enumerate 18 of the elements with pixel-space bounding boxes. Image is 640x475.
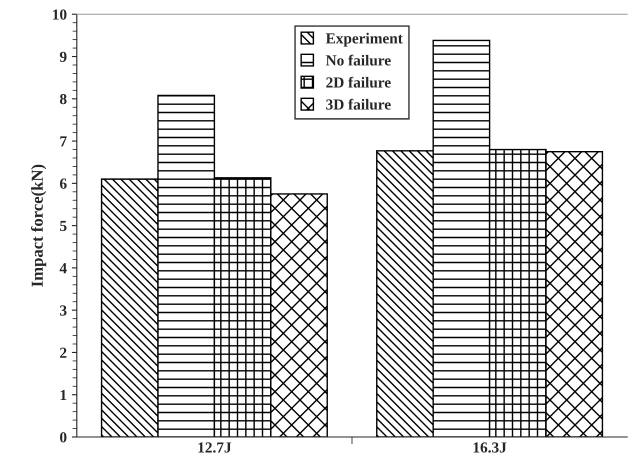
y-tick-label: 6 [60, 178, 67, 189]
y-tick-label: 8 [60, 94, 67, 104]
x-tick-label: 12.7J [198, 442, 232, 453]
y-tick-label: 10 [53, 9, 66, 20]
y-tick-label: 4 [60, 263, 67, 274]
x-tick-label: 16.3J [474, 442, 506, 453]
legend-label: 2D failure [326, 76, 391, 88]
legend-label: Experiment [326, 32, 403, 47]
y-tick-label: 7 [60, 136, 67, 146]
y-tick-label: 9 [60, 52, 67, 62]
y-tick-label: 2 [60, 348, 66, 358]
y-axis-title: Impact force(kN) [30, 164, 46, 287]
legend-label: 3D failure [326, 98, 391, 110]
y-tick-label: 3 [60, 305, 67, 316]
legend-label: No failure [326, 54, 391, 66]
y-tick-label: 5 [60, 220, 67, 232]
y-tick-label: 1 [60, 390, 66, 400]
y-tick-label: 0 [60, 432, 66, 442]
